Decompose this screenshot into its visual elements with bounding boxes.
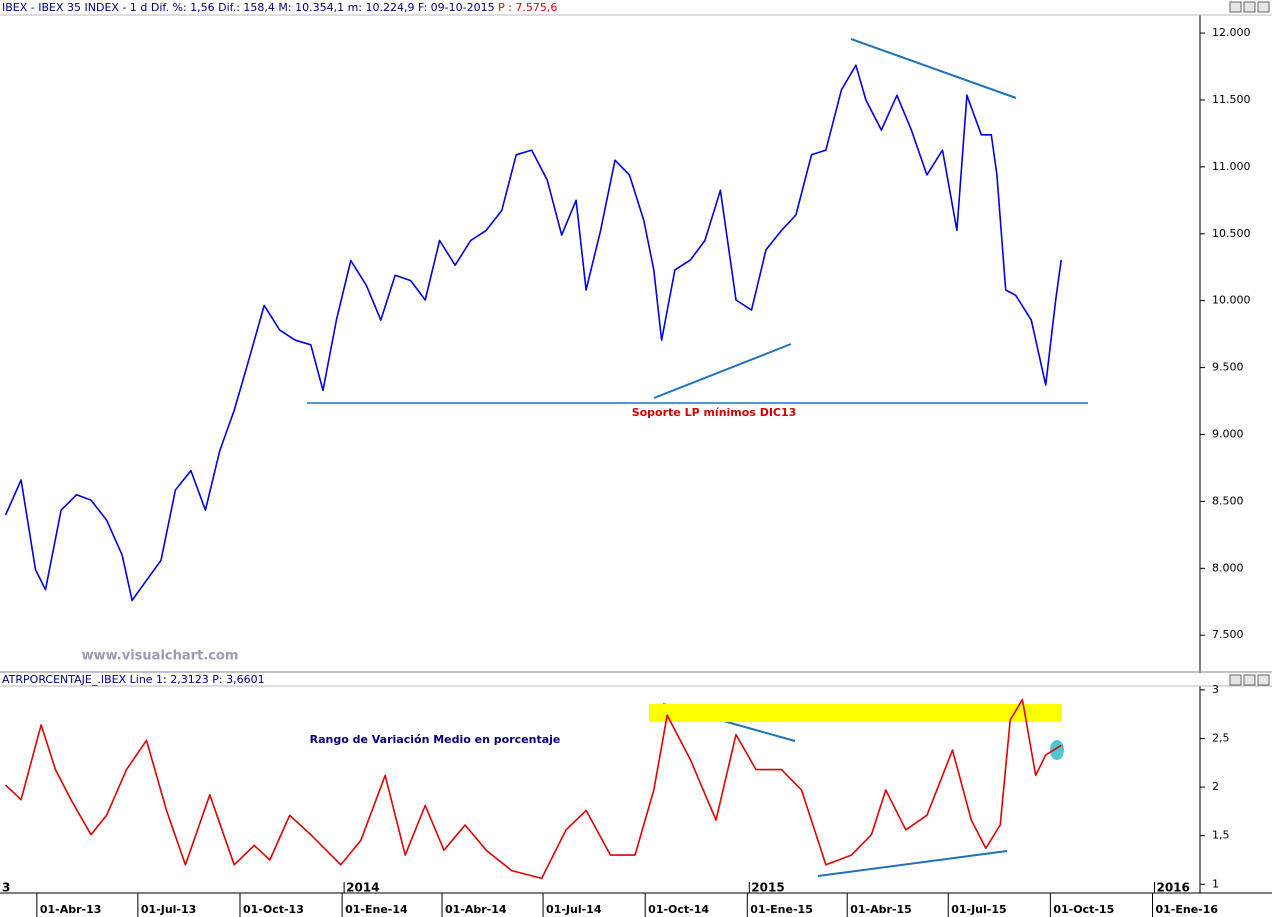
y-tick-label: 11.000 [1212, 160, 1251, 173]
series-line [5, 698, 1062, 880]
annotation: Rango de Variación Medio en porcentaje [310, 733, 561, 746]
year-label: 3 [2, 881, 10, 895]
x-tick-label: 01-Ene-16 [1155, 903, 1218, 916]
trend-line [653, 343, 792, 399]
x-tick-label: 01-Ene-14 [345, 903, 408, 916]
close-button[interactable] [1257, 1, 1270, 13]
highlight-band [649, 704, 1062, 722]
trend-line [850, 38, 1017, 99]
window-buttons[interactable] [1229, 1, 1270, 686]
y-tick-label: 10.000 [1212, 294, 1251, 307]
y-tick-label: 1,5 [1212, 829, 1230, 842]
min-button[interactable] [1229, 674, 1242, 686]
x-tick-label: 01-Abr-15 [850, 903, 912, 916]
y-tick-label: 2,5 [1212, 731, 1230, 744]
y-tick-label: 9.500 [1212, 361, 1244, 374]
y-tick-label: 7.500 [1212, 628, 1244, 641]
y-tick-label: 8.500 [1212, 494, 1244, 507]
panel-header [0, 673, 1272, 686]
max-button[interactable] [1243, 674, 1256, 686]
x-tick-label: 01-Jul-13 [141, 903, 196, 916]
highlight-circle [1050, 740, 1064, 760]
x-tick-label: 01-Oct-15 [1053, 903, 1114, 916]
year-label: 2015 [751, 881, 784, 895]
year-label: 2014 [346, 881, 379, 895]
x-tick-label: 01-Ene-15 [750, 903, 813, 916]
x-tick-label: 01-Jul-14 [546, 903, 602, 916]
x-tick-label: 01-Jul-15 [951, 903, 1006, 916]
year-label: 2016 [1156, 881, 1189, 895]
trend-line [817, 850, 1008, 877]
annotation: Soporte LP mínimos DIC13 [632, 406, 797, 419]
x-tick-label: 01-Abr-13 [40, 903, 102, 916]
x-axis-strip [0, 893, 1272, 917]
y-tick-label: 8.000 [1212, 561, 1244, 574]
y-tick-label: 12.000 [1212, 26, 1251, 39]
watermark: www.visualchart.com [82, 649, 239, 664]
x-tick-label: 01-Oct-14 [648, 903, 709, 916]
y-tick-label: 3 [1212, 683, 1219, 696]
y-tick-label: 1 [1212, 877, 1219, 890]
max-button[interactable] [1243, 1, 1256, 13]
series-line [4, 64, 1062, 602]
y-tick-label: 10.500 [1212, 227, 1251, 240]
x-tick-label: 01-Oct-13 [243, 903, 304, 916]
chart-title: IBEX - IBEX 35 INDEX - 1 d Dif. %: 1,56 … [2, 1, 557, 14]
min-button[interactable] [1229, 1, 1242, 13]
y-tick-label: 11.500 [1212, 93, 1251, 106]
close-button[interactable] [1257, 674, 1270, 686]
indicator-title: ATRPORCENTAJE_.IBEX Line 1: 2,3123 P: 3,… [2, 673, 265, 686]
y-tick-label: 2 [1212, 780, 1219, 793]
y-tick-label: 9.000 [1212, 427, 1244, 440]
x-tick-label: 01-Abr-14 [445, 903, 507, 916]
